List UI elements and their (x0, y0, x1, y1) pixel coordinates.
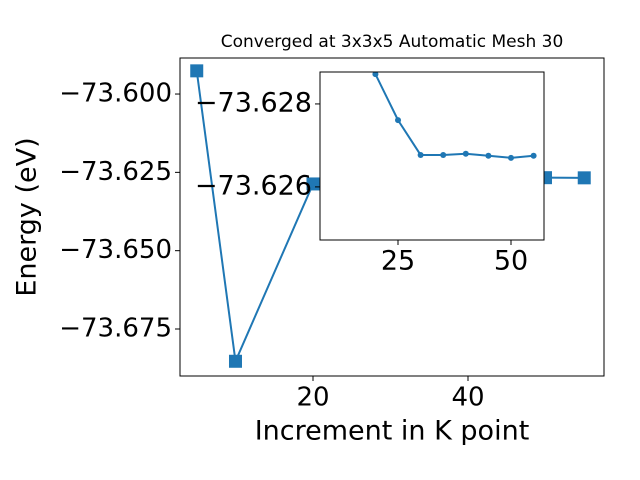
marker (462, 150, 469, 157)
x-axis-label: Increment in K point (255, 416, 530, 447)
marker (508, 154, 515, 161)
chart-title: Converged at 3x3x5 Automatic Mesh 30 (221, 32, 564, 52)
y-tick-label: −73.650 (59, 235, 172, 265)
y-tick-label: −73.626 (195, 170, 312, 201)
y-tick-label: −73.675 (59, 314, 172, 344)
x-tick-label: 20 (296, 383, 329, 413)
marker (395, 117, 402, 124)
marker (485, 152, 492, 159)
y-axis-label: Energy (eV) (12, 137, 43, 296)
y-tick-label: −73.600 (59, 79, 172, 109)
marker (530, 152, 537, 159)
series-group (372, 72, 537, 161)
x-tick-label: 40 (451, 383, 484, 413)
x-tick-label: 25 (381, 246, 415, 277)
marker (372, 72, 379, 78)
axes-frame (319, 71, 545, 241)
marker (440, 151, 447, 158)
marker (228, 354, 242, 368)
y-tick-label: −73.628 (195, 87, 312, 118)
y-tick-label: −73.625 (59, 157, 172, 187)
marker (577, 171, 591, 185)
marker (190, 64, 204, 78)
axes-frame (179, 57, 605, 377)
marker (417, 151, 424, 158)
x-tick-label: 50 (494, 246, 528, 277)
plot-area (320, 72, 544, 240)
series-line (374, 73, 534, 159)
